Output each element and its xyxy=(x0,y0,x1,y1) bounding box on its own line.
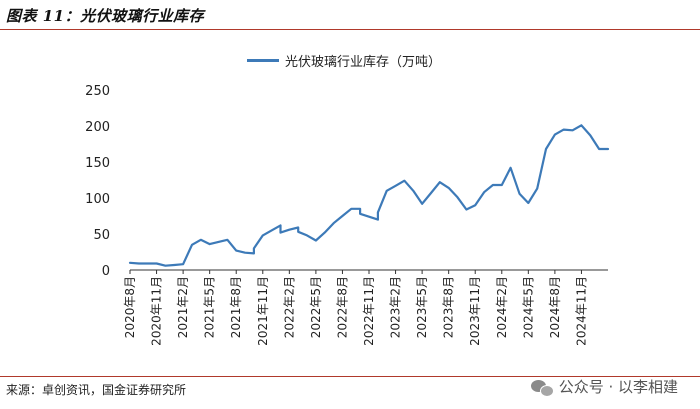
x-tick-label: 2024年2月 xyxy=(495,276,509,338)
x-tick-label: 2022年11月 xyxy=(362,276,376,346)
x-tick-label: 2023年2月 xyxy=(389,276,403,338)
x-tick-label: 2021年11月 xyxy=(256,276,270,346)
source-note: 来源：卓创资讯，国金证券研究所 xyxy=(6,383,187,397)
x-tick-label: 2020年11月 xyxy=(150,276,164,346)
figure-title: 图表 11：光伏玻璃行业库存 xyxy=(6,7,205,25)
x-tick-label: 2022年5月 xyxy=(309,276,323,338)
wechat-icon xyxy=(530,378,554,397)
footer-divider xyxy=(0,376,700,377)
x-tick-label: 2024年8月 xyxy=(548,276,562,338)
x-tick-label: 2022年2月 xyxy=(282,276,296,338)
line-chart: 0 50 100 150 200 250 2020年8月 2020年11月 2021年2月 202… xyxy=(85,84,610,346)
legend-label: 光伏玻璃行业库存（万吨） xyxy=(285,54,442,70)
y-tick-label: 150 xyxy=(85,156,110,171)
watermark: 公众号 · 以李相建 xyxy=(530,376,678,397)
x-tick-label: 2021年5月 xyxy=(203,276,217,338)
y-tick-label: 200 xyxy=(85,120,110,135)
x-tick-label: 2021年2月 xyxy=(176,276,190,338)
x-tick-label: 2022年8月 xyxy=(335,276,349,338)
x-tick-label: 2024年5月 xyxy=(521,276,535,338)
y-tick-label: 250 xyxy=(85,84,110,99)
y-tick-label: 100 xyxy=(85,192,110,207)
x-tick-label: 2020年8月 xyxy=(123,276,137,338)
series-line xyxy=(128,124,610,267)
y-tick-label: 50 xyxy=(93,228,110,243)
x-tick-label: 2021年8月 xyxy=(229,276,243,338)
title-divider xyxy=(0,29,700,30)
chart-legend: 光伏玻璃行业库存（万吨） xyxy=(247,51,442,70)
watermark-text: 公众号 · 以李相建 xyxy=(558,378,678,396)
x-tick-label: 2023年8月 xyxy=(442,276,456,338)
legend-swatch xyxy=(247,58,279,62)
x-tick-label: 2023年11月 xyxy=(468,276,482,346)
x-tick-label: 2024年11月 xyxy=(574,276,588,346)
title-bar: 图表 11：光伏玻璃行业库存 xyxy=(0,0,700,30)
x-tick-label: 2023年5月 xyxy=(415,276,429,338)
y-tick-label: 0 xyxy=(102,264,110,279)
